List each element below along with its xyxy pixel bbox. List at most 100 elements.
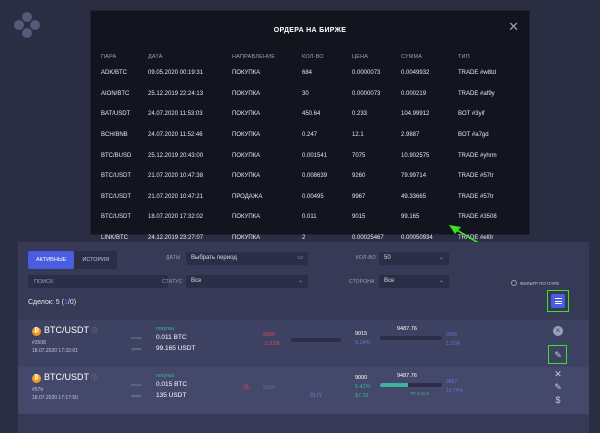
order-qty: 450.64 [302,111,321,118]
edit-icon[interactable]: ✎ [554,382,562,392]
order-direction: ПОКУПКА [232,214,261,221]
list-icon-line [554,303,562,304]
order-type[interactable]: TRADE #57tr [458,173,494,180]
buy-button[interactable]: BUY [310,393,323,399]
order-pair: BTC/USDT [101,193,131,200]
total-label: сумма [131,347,142,351]
order-direction: ПОКУПКА [232,132,261,139]
table-row[interactable]: BCH/BNB 24.07.2020 11:52:46 ПОКУПКА 0.247 12… [101,125,521,146]
total-label: сумма [131,394,142,398]
list-icon-line [554,300,562,302]
order-sum: 104.99912 [401,111,430,118]
trade-id: #57tr [32,387,44,393]
order-date: 24.07.2020 11:53:03 [148,111,203,118]
stop-loss-label: SL [243,385,251,391]
side-select[interactable]: Все ⌄ [379,275,449,288]
current-price: 9487.76 [397,326,417,332]
order-date: 09.05.2020 00:19:31 [148,70,204,77]
order-type[interactable]: TRADE #3508 [458,214,497,221]
close-icon[interactable]: ✕ [508,19,519,34]
deals-count: Сделок: 5 (1/0) [28,299,76,306]
target-price: 9505 [446,332,458,338]
order-type[interactable]: BOT #3yif [458,111,485,118]
order-direction: ПОКУПКА [232,173,261,180]
table-row[interactable]: AION/BTC 25.12.2019 22:24:13 ПОКУПКА 30 0.00… [101,84,521,105]
orders-table: ПАРА ДАТА НАПРАВЛЕНИЕ КОЛ-ВО ЦЕНА СУММА … [101,51,521,248]
trade-total: 135 USDT [156,392,187,399]
order-type[interactable]: TRADE #w8td [458,70,497,77]
tab-active[interactable]: АКТИВНЫЕ [28,251,75,269]
chevron-down-icon: ⌄ [438,255,444,261]
info-icon[interactable]: ⓘ [91,329,98,335]
table-row[interactable]: BTC/BUSD 25.12.2019 20:43:00 ПОКУПКА 0.0015… [101,145,521,166]
order-direction: ПОКУПКА [232,235,261,242]
table-row[interactable]: BTC/USDT 18.07.2020 17:32:02 ПОКУПКА 0.011 9… [101,207,521,228]
table-row[interactable]: BTC/USDT 21.07.2020 10:47:21 ПРОДАЖА 0.0049… [101,187,521,208]
side-value: Все [384,278,395,284]
col-date[interactable]: ДАТА [148,54,163,60]
order-qty: 684 [302,70,313,77]
exchange-orders-button[interactable] [551,294,565,308]
order-pair: BTC/USDT [101,214,131,221]
table-row[interactable]: ADK/BTC 09.05.2020 00:19:31 ПОКУПКА 684 0.00… [101,63,521,84]
orders-body: ADK/BTC 09.05.2020 00:19:31 ПОКУПКА 684 0.00… [101,63,521,248]
dollar-icon[interactable]: $ [555,395,561,405]
col-price[interactable]: ЦЕНА [352,54,369,60]
pair-filter-label: ФИЛЬТР ПО ПАРЕ [520,280,560,286]
order-qty: 30 [302,90,309,97]
qty-select[interactable]: 50 ⌄ [379,252,449,265]
order-qty: 0.008639 [302,173,328,180]
trade-row[interactable]: ₿ BTC/USDT ⓘ #57tr 18.07.2020 17:17:50 п… [18,367,589,414]
pair-filter-toggle[interactable]: ФИЛЬТР ПО ПАРЕ [511,280,559,286]
target-percent: 1.22% [446,341,461,347]
order-direction: ПРОДАЖА [232,193,263,200]
dates-value: Выбрать период [191,255,237,261]
bitcoin-icon: ₿ [32,327,41,336]
current-price: 9487.76 [397,373,417,379]
col-pair[interactable]: ПАРА [101,54,117,60]
col-qty[interactable]: КОЛ-ВО [302,54,324,60]
status-select[interactable]: Все ⌄ [186,275,308,288]
order-direction: ПОКУПКА [232,70,261,77]
table-row[interactable]: BTC/USDT 21.07.2020 10:47:38 ПОКУПКА 0.0086… [101,166,521,187]
table-row[interactable]: BAT/USDT 24.07.2020 11:53:03 ПОКУПКА 450.64… [101,104,521,125]
order-qty: 0.001541 [302,152,328,159]
col-type[interactable]: ТИП [458,54,470,60]
side-label: СТОРОНА [349,279,375,285]
order-type[interactable]: TRADE #57tr [458,193,494,200]
col-direction[interactable]: НАПРАВЛЕНИЕ [232,54,276,60]
exchange-orders-modal: ОРДЕРА НА БИРЖЕ ✕ ПАРА ДАТА НАПРАВЛЕНИЕ … [90,10,530,241]
edit-icon[interactable]: ✎ [554,350,562,360]
order-pair: BCH/BNB [101,132,128,139]
order-price: 12.1 [352,132,364,139]
search-input[interactable] [28,275,168,288]
table-header-row: ПАРА ДАТА НАПРАВЛЕНИЕ КОЛ-ВО ЦЕНА СУММА … [101,51,521,63]
take-profit-status: TP 3 из 5 [410,391,430,396]
tab-history[interactable]: ИСТОРИЯ [82,257,110,263]
stop-price: 9505 [263,332,276,338]
trade-date: 18.07.2020 17:32:01 [32,348,78,354]
trade-row[interactable]: ₿ BTC/USDT ⓘ #3508 18.07.2020 17:32:01 п… [18,320,589,367]
app-logo[interactable] [14,12,40,38]
col-sum[interactable]: СУММА [401,54,423,60]
dates-picker[interactable]: Выбрать период ▭ [186,252,308,265]
calendar-icon: ▭ [297,255,303,261]
order-type[interactable]: BOT #a7gd [458,132,489,139]
order-price: 9015 [352,214,366,221]
entry-price: 9000 [355,375,368,381]
close-icon[interactable]: ✕ [554,369,562,379]
order-pair: LINK/BTC [101,235,129,242]
entry-percent: 5.24% [355,340,371,346]
order-type[interactable]: TRADE #yhrm [458,152,497,159]
trade-total: 99.165 USDT [156,345,196,352]
order-sum: 79.99714 [401,173,427,180]
order-type[interactable]: TRADE #af9y [458,90,495,97]
order-price: 0.00025467 [352,235,384,242]
order-sum: 0.00050934 [401,235,433,242]
modal-title: ОРДЕРА НА БИРЖЕ [273,27,347,34]
stop-loss-value: 5000 [263,385,276,391]
close-trade-icon[interactable]: × [553,326,563,336]
info-icon[interactable]: ⓘ [91,376,98,382]
entry-percent: 5.42% [355,384,371,390]
trade-amount: 0.015 BTC [156,381,188,388]
